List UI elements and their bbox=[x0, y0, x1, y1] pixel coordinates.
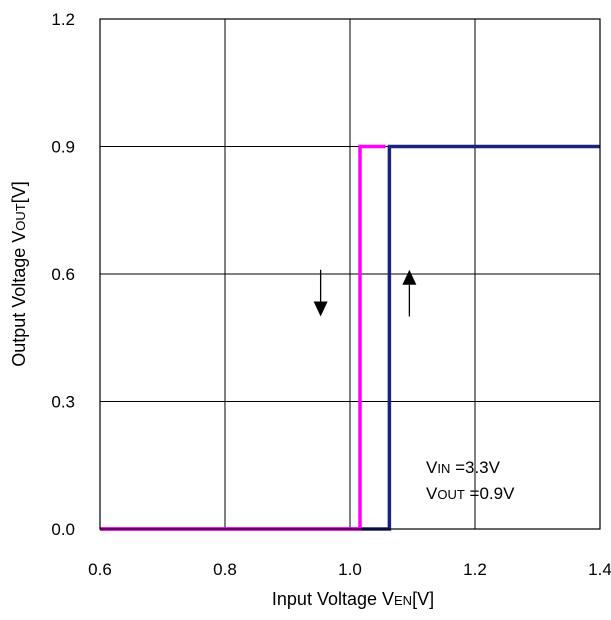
y-tick-label: 0.9 bbox=[51, 138, 75, 157]
arrow-down-icon-head bbox=[313, 301, 328, 317]
x-tick-label: 0.8 bbox=[213, 560, 237, 579]
annotations bbox=[313, 269, 417, 317]
y-axis-title: Output Voltage VOUT[V] bbox=[9, 181, 29, 367]
arrow-down-icon bbox=[313, 269, 328, 317]
x-tick-label: 1.2 bbox=[463, 560, 487, 579]
plot-frame bbox=[99, 18, 601, 530]
y-tick-labels: 0.0 0.3 0.6 0.9 1.2 bbox=[51, 10, 75, 539]
y-tick-label: 0.6 bbox=[51, 265, 75, 284]
y-tick-label: 0.0 bbox=[51, 520, 75, 539]
series-line-1 bbox=[100, 144, 386, 531]
condition-vin: VIN =3.3V bbox=[426, 458, 501, 477]
x-tick-label: 1.4 bbox=[588, 560, 611, 579]
plot-border bbox=[99, 18, 601, 530]
x-tick-label: 1.0 bbox=[338, 560, 362, 579]
arrow-up-icon bbox=[402, 269, 417, 317]
grid bbox=[99, 18, 601, 530]
condition-vout: VOUT =0.9V bbox=[426, 484, 515, 503]
x-axis-title: Input Voltage VEN[V] bbox=[272, 589, 434, 609]
y-tick-label: 1.2 bbox=[51, 10, 75, 29]
y-tick-label: 0.3 bbox=[51, 393, 75, 412]
x-tick-labels: 0.6 0.8 1.0 1.2 1.4 bbox=[88, 560, 611, 579]
x-tick-label: 0.6 bbox=[88, 560, 112, 579]
conditions-note: VIN =3.3V VOUT =0.9V bbox=[426, 458, 515, 503]
arrow-up-icon-head bbox=[402, 269, 417, 285]
